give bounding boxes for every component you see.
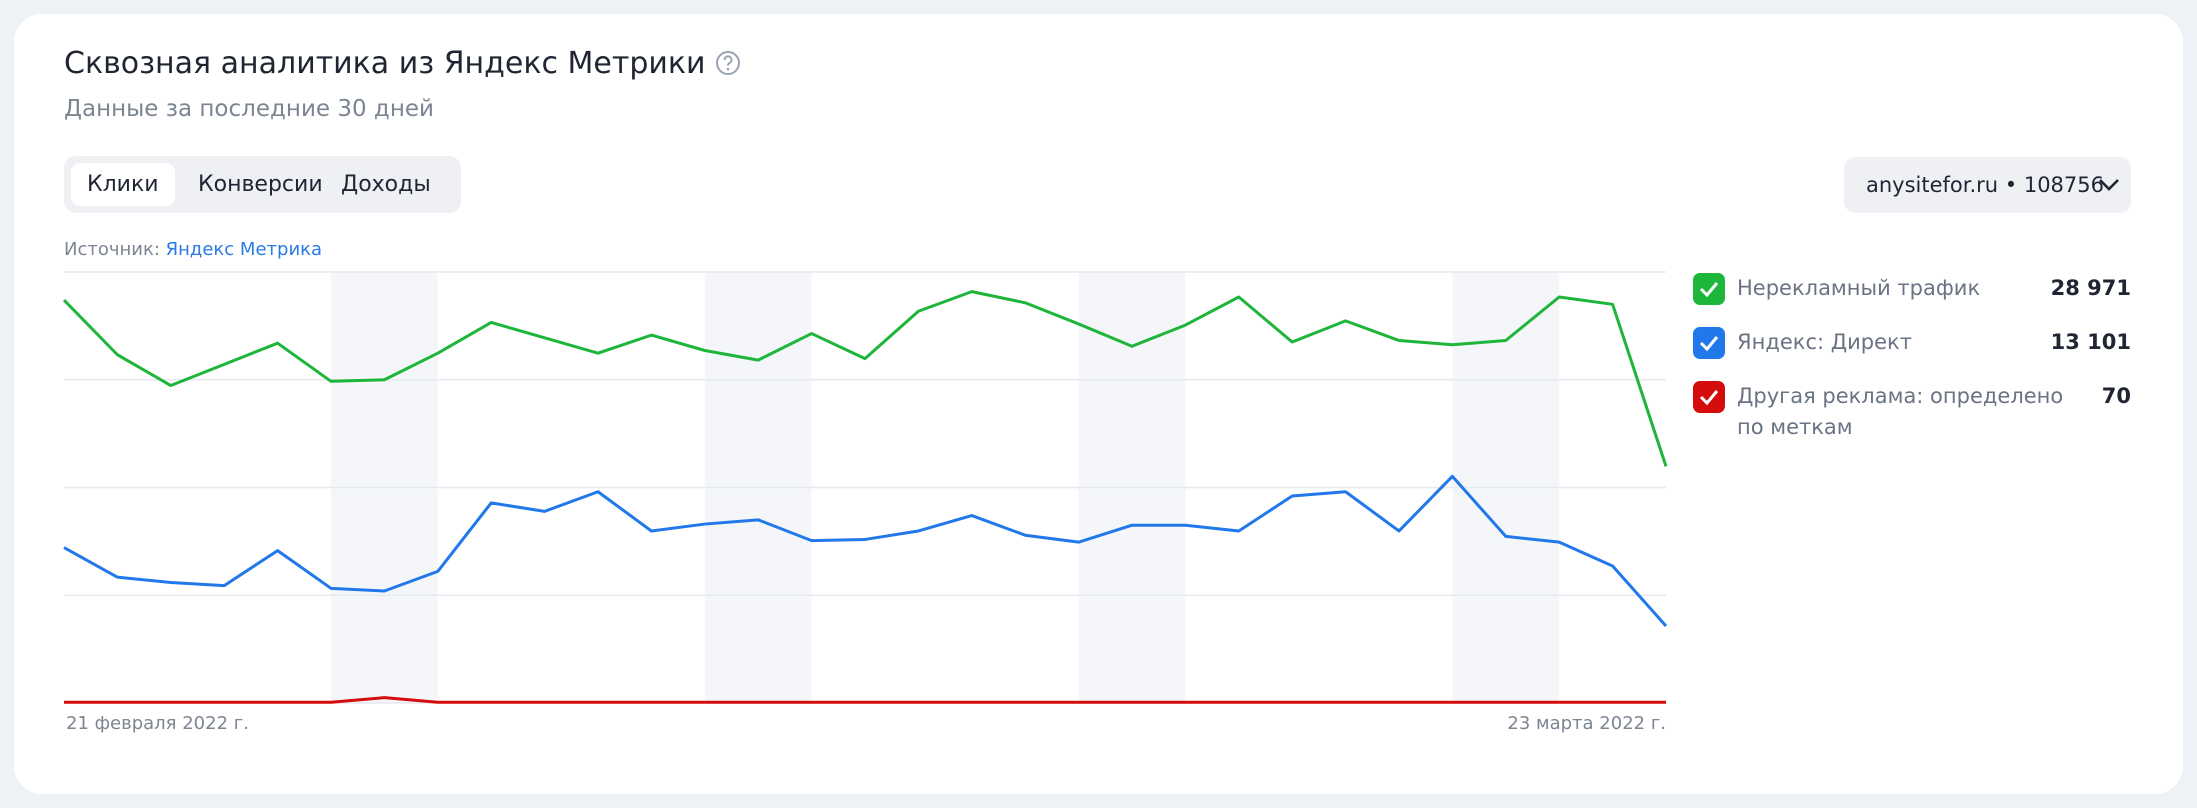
subtitle: Данные за последние 30 дней	[64, 96, 434, 122]
legend-label: Яндекс: Директ	[1737, 330, 1912, 354]
source-link[interactable]: Яндекс Метрика	[165, 239, 323, 260]
legend-checkbox[interactable]	[1692, 380, 1726, 414]
legend-total: 28 971	[2050, 276, 2131, 300]
checkbox-fill	[1693, 273, 1725, 305]
source-label: Источник:	[64, 239, 160, 260]
source: Источник: Яндекс Метрика	[64, 239, 322, 260]
title: Сквозная аналитика из Яндекс Метрики	[64, 46, 741, 81]
help-icon[interactable]	[715, 50, 741, 76]
checkmark	[1699, 282, 1719, 298]
legend-checkbox[interactable]	[1692, 326, 1726, 360]
line	[62, 290, 1668, 467]
checkmark	[1699, 336, 1719, 352]
line	[64, 696, 1666, 704]
legend-total: 13 101	[2050, 330, 2131, 354]
site-label: anysitefor.ru • 108756	[1866, 173, 2105, 197]
tab[interactable]: Клики	[71, 163, 175, 206]
x-tick-label: 21 февраля 2022 г.	[66, 713, 249, 734]
checkmark	[1699, 390, 1719, 406]
checkbox-fill	[1693, 381, 1725, 413]
legend-total: 70	[2101, 384, 2131, 408]
site-selector[interactable]: anysitefor.ru • 108756	[1844, 157, 2131, 213]
legend-checkbox[interactable]	[1692, 272, 1726, 306]
tabs: Клики Конверсии Доходы	[64, 156, 461, 213]
tab[interactable]: Доходы	[341, 172, 431, 197]
checkbox-fill	[1693, 327, 1725, 359]
legend-label: Нерекламный трафик	[1737, 276, 1981, 300]
title-text: Сквозная аналитика из Яндекс Метрики	[64, 46, 706, 81]
tab[interactable]: Конверсии	[198, 172, 323, 197]
x-tick-label: 23 марта 2022 г.	[1507, 713, 1666, 734]
legend-label: Другая реклама: определено по меткам	[1737, 384, 2064, 439]
chevron	[2099, 179, 2119, 191]
line	[63, 474, 1668, 628]
